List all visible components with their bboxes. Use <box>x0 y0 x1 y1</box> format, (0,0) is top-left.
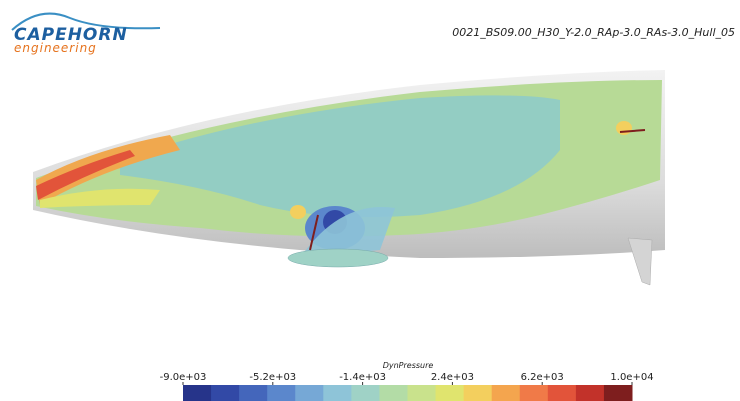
colorbar: -9.0e+03 -5.2e+03 -1.4e+03 2.4e+03 6.2e+03 1.… <box>160 372 654 401</box>
colorbar-tick-label: -5.2e+03 <box>249 372 296 383</box>
pressure-bow-peak <box>36 150 135 200</box>
colorbar-bin <box>547 385 577 401</box>
pressure-bow <box>36 135 180 205</box>
aft-edge <box>619 129 646 133</box>
colorbar-tick-label: 2.4e+03 <box>431 372 474 383</box>
colorbar-tick-label: 6.2e+03 <box>521 372 564 383</box>
colorbar-bin <box>603 385 633 401</box>
colorbar-bin <box>351 385 380 401</box>
logo-line2: engineering <box>14 41 97 55</box>
pressure-low <box>120 95 560 218</box>
logo-swoosh <box>11 12 161 31</box>
colorbar-bin <box>295 385 324 401</box>
hotspot-aft <box>616 121 632 135</box>
colorbar-tick-label: 1.0e+04 <box>610 372 653 383</box>
colorbar-bin <box>239 385 268 401</box>
colorbar-bin <box>435 385 465 401</box>
colorbar-tick-label: -9.0e+03 <box>160 372 207 383</box>
colorbar-bin <box>491 385 521 401</box>
colorbar-bin <box>379 385 408 401</box>
pressure-bow-low <box>40 188 160 208</box>
colorbar-bin <box>323 385 352 401</box>
colorbar-bin <box>463 385 493 401</box>
run-label: 0021_BS09.00_H30_Y-2.0_RAp-3.0_RAs-3.0_H… <box>452 26 735 39</box>
colorbar-bin <box>267 385 296 401</box>
logo-line1: CAPEHORN <box>14 25 128 45</box>
colorbar-bin <box>211 385 240 401</box>
colorbar-bin <box>519 385 549 401</box>
keel-root <box>300 207 395 258</box>
colorbar-title: DynPressure <box>383 361 434 370</box>
hotspot <box>290 205 306 219</box>
keel-bulb <box>287 248 389 268</box>
colorbar-bin <box>407 385 437 401</box>
keel-edge <box>309 214 319 251</box>
colorbar-bin <box>183 385 212 401</box>
colorbar-tick-label: -1.4e+03 <box>339 372 386 383</box>
rudder <box>627 237 653 286</box>
colorbar-bin <box>575 385 605 401</box>
